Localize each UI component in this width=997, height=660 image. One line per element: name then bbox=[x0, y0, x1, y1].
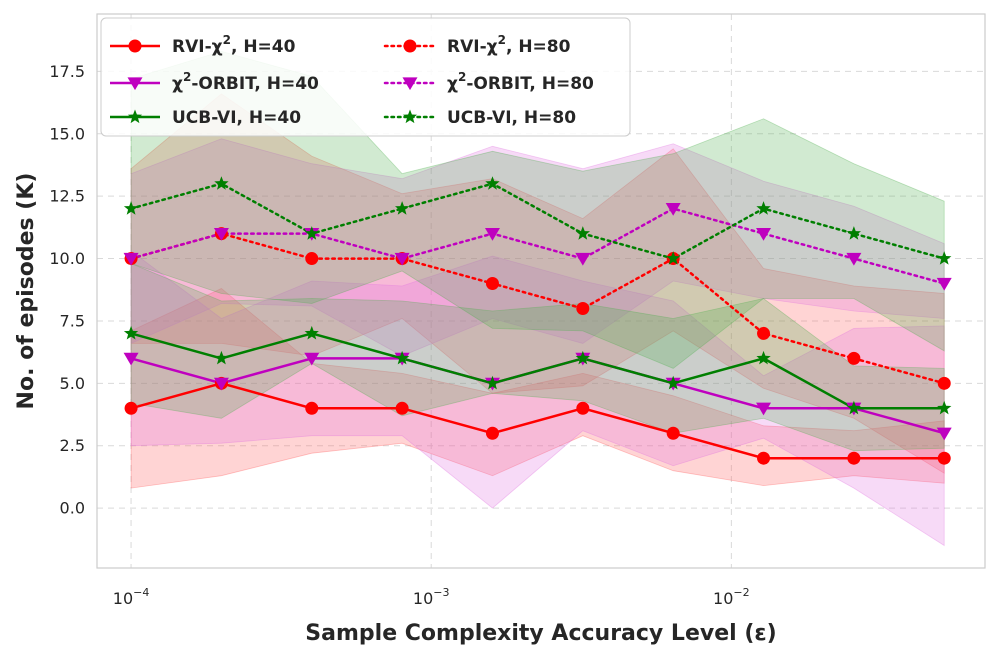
data-point-series-4 bbox=[304, 325, 319, 340]
data-point-series-2 bbox=[123, 352, 139, 366]
confidence-band-series-4 bbox=[130, 262, 945, 452]
data-point-series-0 bbox=[757, 451, 771, 465]
data-point-series-5 bbox=[937, 251, 952, 265]
legend-label: χ2-ORBIT, H=80 bbox=[447, 70, 594, 94]
x-axis-label: Sample Complexity Accuracy Level (ε) bbox=[305, 621, 776, 646]
data-point-series-3 bbox=[213, 227, 229, 241]
y-tick-label: 15.0 bbox=[49, 124, 85, 143]
data-point-series-4 bbox=[846, 400, 861, 415]
data-point-series-2 bbox=[213, 377, 229, 391]
data-point-series-1 bbox=[576, 301, 590, 315]
legend-marker bbox=[402, 77, 418, 91]
data-point-series-5 bbox=[485, 176, 500, 190]
data-point-series-0 bbox=[937, 451, 951, 465]
series-line-5 bbox=[129, 182, 946, 260]
legend-label: χ2-ORBIT, H=40 bbox=[172, 70, 319, 94]
y-tick-label: 17.5 bbox=[49, 62, 85, 81]
data-point-series-5 bbox=[304, 226, 319, 240]
data-point-series-1 bbox=[847, 351, 861, 365]
data-point-series-3 bbox=[575, 252, 591, 266]
legend-entry-0: RVI-χ2, H=40 bbox=[110, 33, 296, 57]
confidence-band-series-1 bbox=[130, 93, 945, 474]
data-point-series-5 bbox=[575, 226, 590, 240]
confidence-band-series-2 bbox=[130, 250, 945, 547]
legend: RVI-χ2, H=40 χ2-ORBIT, H=40 UCB-VI, H=40 RV… bbox=[100, 17, 631, 137]
legend-marker bbox=[128, 39, 142, 53]
y-axis-label: No. of episodes (K) bbox=[14, 173, 39, 410]
data-point-series-5 bbox=[846, 226, 861, 240]
y-tick-label: 5.0 bbox=[60, 374, 85, 393]
legend-entry-1: RVI-χ2, H=80 bbox=[383, 33, 571, 57]
legend-label: RVI-χ2, H=80 bbox=[447, 33, 571, 57]
data-point-series-0 bbox=[305, 401, 319, 415]
x-tick-label: 10−3 bbox=[413, 586, 450, 608]
legend-entry-5: UCB-VI, H=80 bbox=[383, 108, 576, 128]
x-tick-label: 10−4 bbox=[113, 586, 150, 608]
confidence-band-series-0 bbox=[130, 288, 945, 489]
data-point-series-4 bbox=[756, 350, 771, 365]
data-point-series-0 bbox=[124, 401, 138, 415]
data-point-series-1 bbox=[937, 376, 951, 390]
data-point-series-0 bbox=[485, 426, 499, 440]
data-point-series-4 bbox=[485, 375, 500, 390]
data-point-series-3 bbox=[756, 227, 772, 241]
data-point-series-3 bbox=[394, 252, 410, 266]
data-point-series-1 bbox=[305, 252, 319, 266]
data-point-series-4 bbox=[575, 350, 590, 365]
series-line-4 bbox=[130, 332, 945, 410]
legend-entry-2: χ2-ORBIT, H=40 bbox=[110, 70, 319, 94]
data-point-series-5 bbox=[123, 201, 139, 215]
data-point-series-2 bbox=[756, 402, 772, 416]
legend-label: UCB-VI, H=80 bbox=[447, 108, 576, 128]
legend-marker bbox=[127, 77, 143, 91]
data-point-series-4 bbox=[214, 350, 229, 365]
x-tick-label: 10−2 bbox=[713, 586, 750, 608]
legend-label: RVI-χ2, H=40 bbox=[172, 33, 296, 57]
data-point-series-4 bbox=[123, 325, 139, 340]
data-point-series-4 bbox=[395, 350, 410, 365]
y-tick-label: 7.5 bbox=[60, 311, 85, 330]
data-point-series-0 bbox=[847, 451, 861, 465]
data-point-series-5 bbox=[666, 251, 681, 265]
data-point-series-2 bbox=[304, 352, 320, 366]
y-tick-label: 2.5 bbox=[60, 436, 85, 455]
series-markers bbox=[123, 176, 952, 465]
series-line-0 bbox=[130, 382, 945, 460]
data-point-series-5 bbox=[395, 201, 410, 215]
legend-marker bbox=[402, 109, 418, 124]
data-point-series-5 bbox=[756, 201, 771, 215]
legend-entry-4: UCB-VI, H=40 bbox=[110, 108, 301, 128]
data-point-series-4 bbox=[666, 375, 681, 390]
legend-marker bbox=[403, 39, 417, 53]
data-point-series-3 bbox=[936, 277, 952, 291]
y-ticks: 0.0 2.5 5.0 7.5 10.0 12.5 15.0 17.5 bbox=[49, 62, 85, 518]
legend-box bbox=[100, 17, 631, 137]
data-point-series-3 bbox=[846, 252, 862, 266]
data-point-series-1 bbox=[485, 277, 499, 291]
data-point-series-2 bbox=[936, 427, 952, 441]
data-point-series-3 bbox=[484, 227, 500, 241]
series-line-1 bbox=[129, 232, 946, 385]
data-point-series-4 bbox=[937, 400, 952, 415]
y-tick-label: 0.0 bbox=[60, 499, 85, 518]
data-point-series-1 bbox=[757, 326, 771, 340]
series-lines bbox=[129, 182, 946, 460]
y-tick-label: 12.5 bbox=[49, 187, 85, 206]
x-ticks: 10−4 10−3 10−2 bbox=[113, 586, 750, 608]
data-point-series-3 bbox=[665, 203, 681, 216]
y-tick-label: 10.0 bbox=[49, 249, 85, 268]
data-point-series-3 bbox=[123, 252, 139, 266]
data-point-series-0 bbox=[576, 401, 590, 415]
data-point-series-0 bbox=[395, 401, 409, 415]
legend-marker bbox=[127, 109, 143, 124]
data-point-series-0 bbox=[666, 426, 680, 440]
legend-label: UCB-VI, H=40 bbox=[172, 108, 301, 128]
data-point-series-5 bbox=[214, 176, 229, 190]
plot-frame bbox=[96, 13, 986, 569]
legend-entry-3: χ2-ORBIT, H=80 bbox=[383, 70, 594, 94]
series-line-3 bbox=[129, 207, 946, 285]
